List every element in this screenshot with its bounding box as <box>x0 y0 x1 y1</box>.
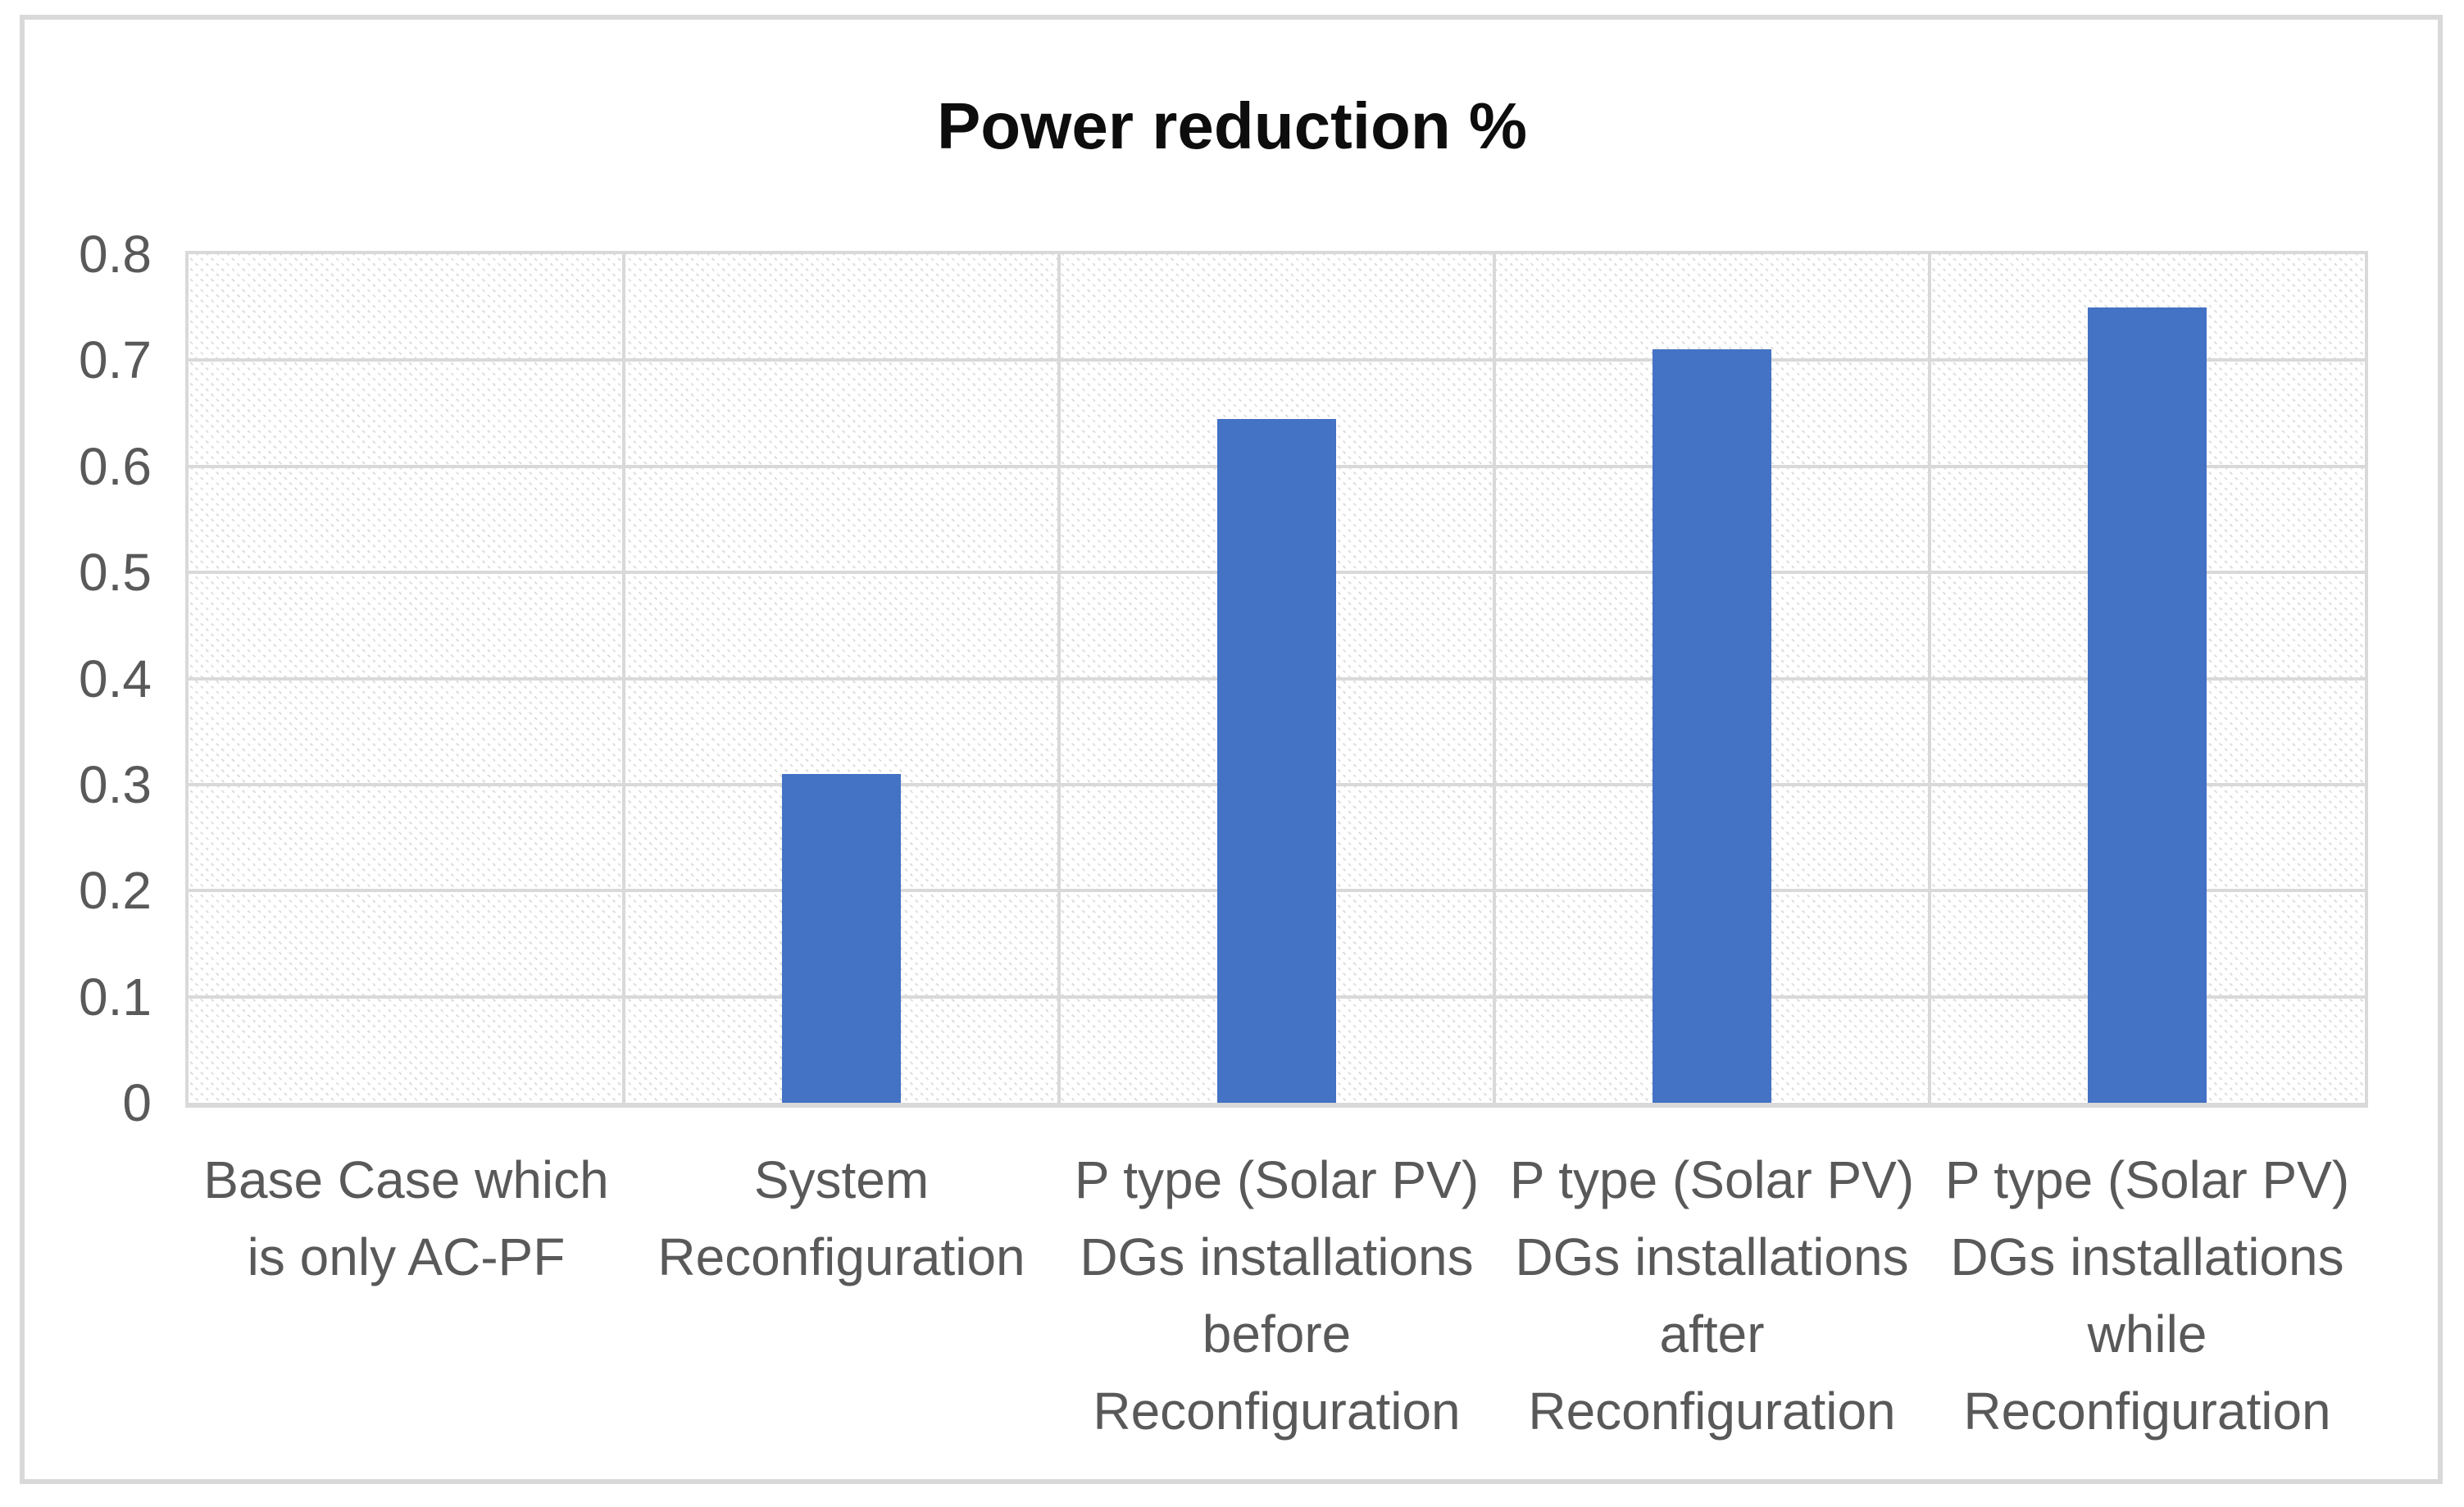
x-category-label-2: P type (Solar PV) DGs installations befo… <box>1074 1150 1480 1441</box>
x-axis-labels: Base Case which is only AC-PF System Reco… <box>189 1141 2365 1469</box>
y-tick-label-0.4: 0.4 <box>79 649 152 708</box>
y-tick-label-0.3: 0.3 <box>79 754 152 814</box>
y-tick-label-0.8: 0.8 <box>79 225 152 284</box>
chart-title: Power reduction % <box>936 89 1528 162</box>
x-category-label-0: Base Case which is only AC-PF <box>203 1150 609 1286</box>
bar-4 <box>2088 307 2207 1103</box>
x-category-label-1: System Reconfiguration <box>657 1150 1025 1286</box>
v-gridline-1 <box>622 254 625 1103</box>
bar-1 <box>782 773 901 1103</box>
y-tick-label-0: 0 <box>122 1073 152 1132</box>
x-category-label-3: P type (Solar PV) DGs installations afte… <box>1509 1150 1915 1441</box>
bar-3 <box>1653 349 1771 1103</box>
v-gridline-3 <box>1493 254 1496 1103</box>
y-tick-label-0.2: 0.2 <box>79 861 152 921</box>
v-gridline-2 <box>1057 254 1061 1103</box>
v-gridline-4 <box>1928 254 1931 1103</box>
y-tick-label-0.5: 0.5 <box>79 543 152 603</box>
x-category-label-4: P type (Solar PV) DGs installations whil… <box>1944 1150 2350 1441</box>
y-tick-label-0.1: 0.1 <box>79 967 152 1027</box>
y-tick-label-0.6: 0.6 <box>79 436 152 496</box>
h-gridline-0.7 <box>189 358 2365 362</box>
plot-area <box>185 251 2368 1108</box>
y-tick-label-0.7: 0.7 <box>79 330 152 390</box>
y-axis: 0 0.1 0.2 0.3 0.4 0.5 0.6 0.7 0.8 <box>0 225 152 1132</box>
bar-2 <box>1217 418 1336 1103</box>
